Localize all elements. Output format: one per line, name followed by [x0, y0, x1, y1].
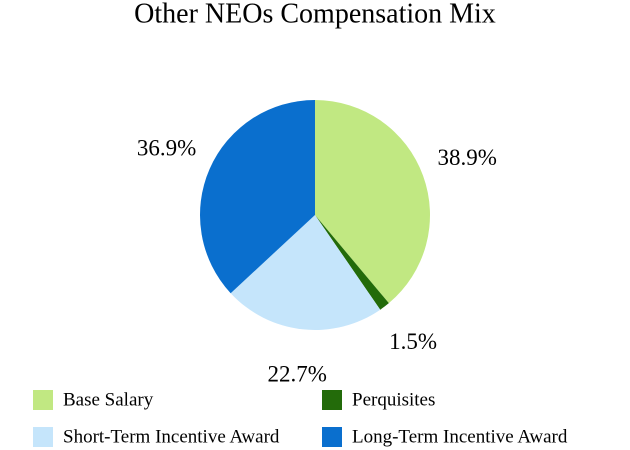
pie-slice	[230, 215, 381, 330]
legend-label: Perquisites	[352, 389, 435, 410]
legend-swatch	[33, 390, 53, 410]
pie-slice	[315, 215, 389, 310]
chart-title: Other NEOs Compensation Mix	[134, 0, 496, 29]
legend-label: Long-Term Incentive Award	[352, 426, 568, 447]
legend-swatch	[322, 427, 342, 447]
legend-swatch	[322, 390, 342, 410]
pie-slice	[315, 100, 430, 304]
legend-label: Base Salary	[63, 389, 154, 410]
data-label: 36.9%	[137, 135, 196, 160]
data-label: 1.5%	[389, 329, 437, 354]
legend-swatch	[33, 427, 53, 447]
data-label: 22.7%	[268, 361, 327, 386]
data-label: 38.9%	[438, 145, 497, 170]
legend-label: Short-Term Incentive Award	[63, 426, 280, 447]
pie-slice	[199, 100, 315, 294]
